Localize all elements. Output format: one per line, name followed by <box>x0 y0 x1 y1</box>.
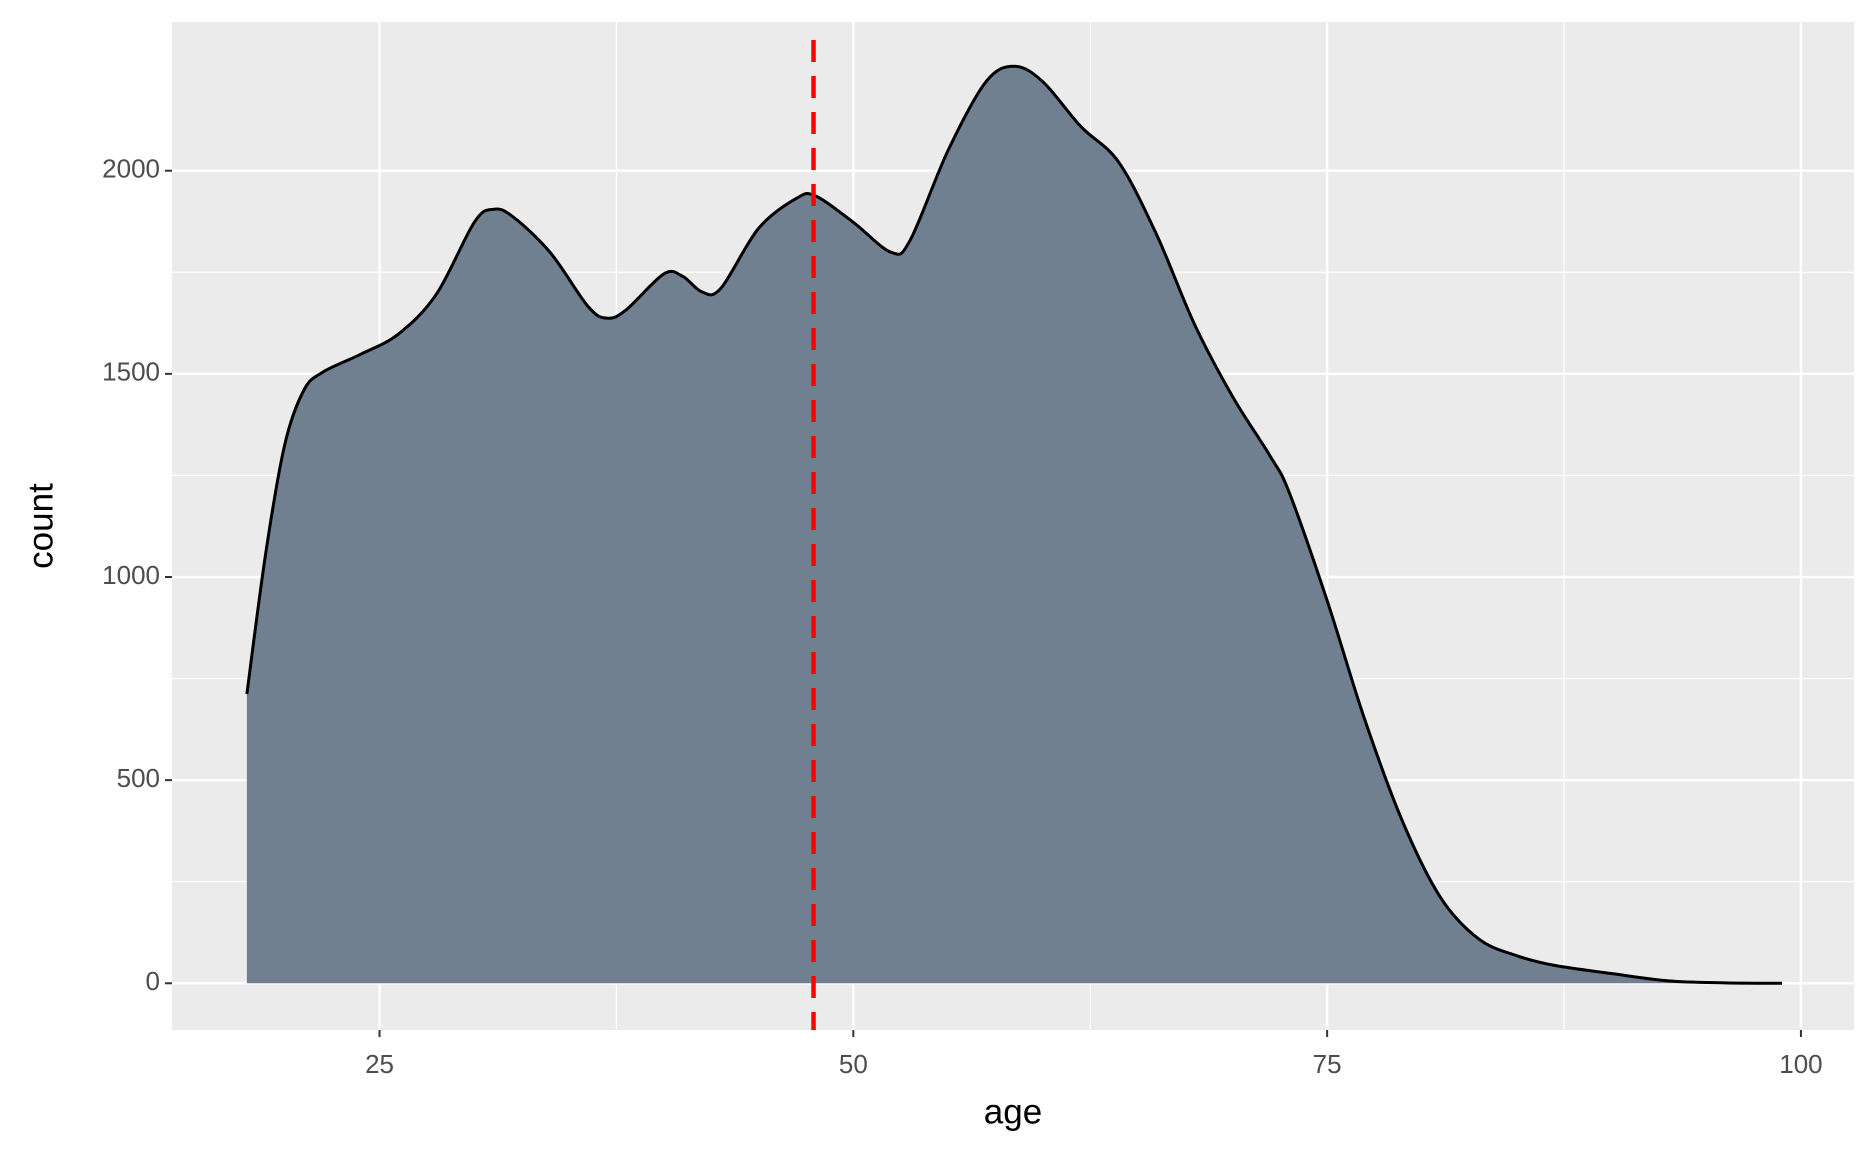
y-tick-label: 1000 <box>102 560 160 590</box>
density-line <box>245 64 1782 985</box>
y-axis-title: count <box>21 483 60 569</box>
y-tick-label: 2000 <box>102 154 160 184</box>
y-tick-label: 1500 <box>102 357 160 387</box>
y-tick-label: 500 <box>117 763 160 793</box>
x-axis-title: age <box>984 1092 1042 1131</box>
x-tick-label: 50 <box>839 1049 868 1079</box>
y-tick-label: 0 <box>146 966 160 996</box>
x-tick-label: 100 <box>1779 1049 1822 1079</box>
density-area <box>246 66 1782 984</box>
x-tick-label: 75 <box>1313 1049 1342 1079</box>
x-tick-label: 25 <box>365 1049 394 1079</box>
